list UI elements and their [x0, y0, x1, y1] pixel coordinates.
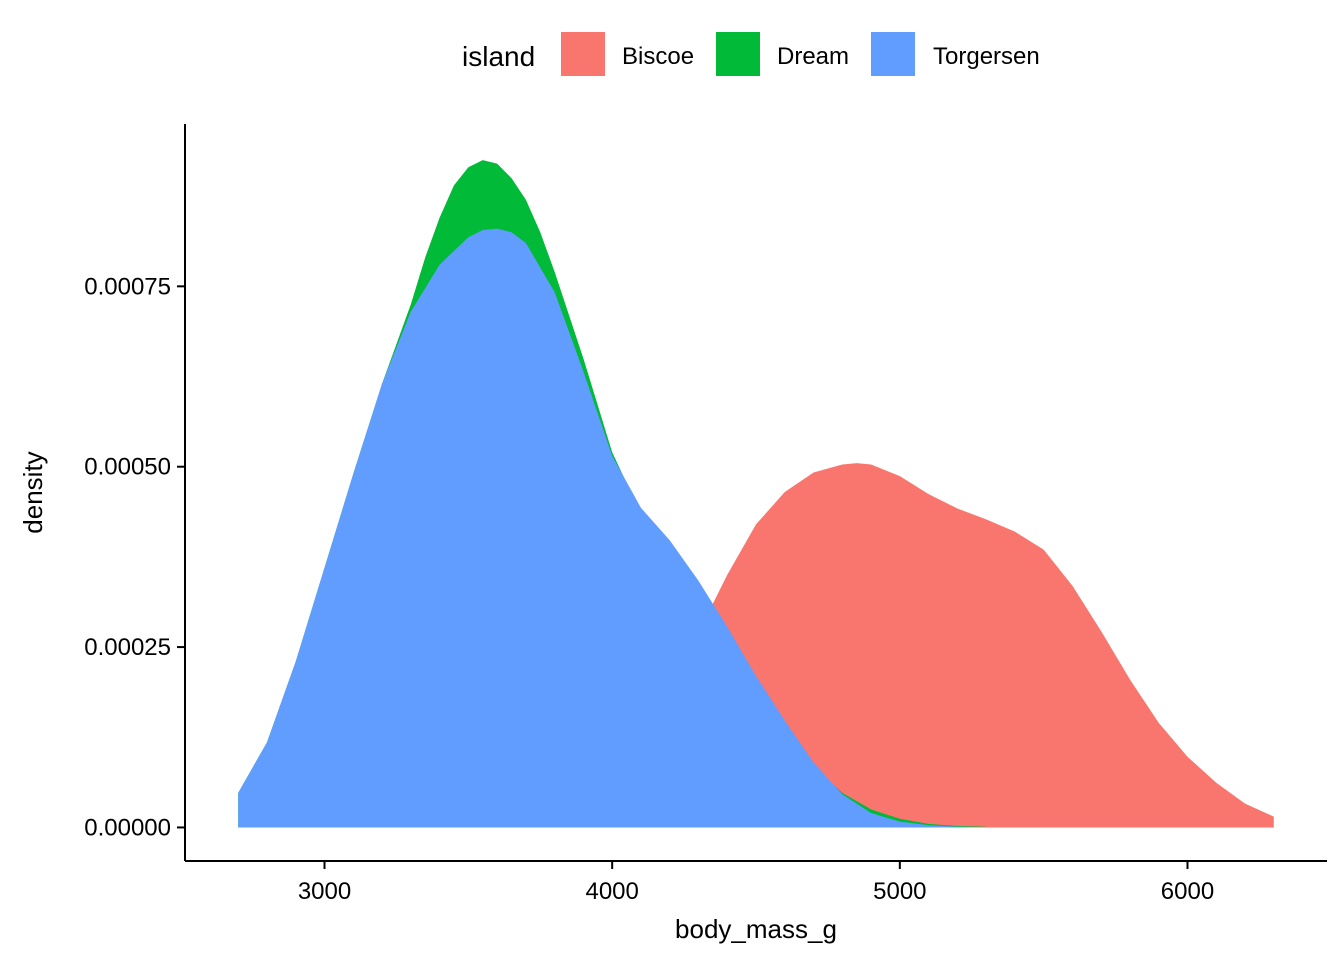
legend-key-torgersen — [871, 32, 915, 76]
legend-key-biscoe — [561, 32, 605, 76]
x-tick-label: 5000 — [873, 878, 926, 905]
legend-key-dream — [716, 32, 760, 76]
y-tick-label: 0.00000 — [84, 814, 171, 841]
x-axis-title: body_mass_g — [675, 914, 837, 944]
legend: island Biscoe Dream Torgersen — [462, 32, 1040, 76]
y-tick-label: 0.00075 — [84, 273, 171, 300]
density-areas — [238, 160, 1274, 828]
y-tick-label: 0.00025 — [84, 634, 171, 661]
y-axis-ticks: 0.00000 0.00025 0.00050 0.00075 — [84, 273, 185, 841]
legend-title: island — [462, 41, 535, 72]
legend-label-biscoe: Biscoe — [622, 43, 694, 70]
y-tick-label: 0.00050 — [84, 454, 171, 481]
legend-label-torgersen: Torgersen — [933, 43, 1040, 70]
x-axis-ticks: 3000 4000 5000 6000 — [298, 861, 1214, 905]
axes: 3000 4000 5000 6000 0.000000.000250.000500.… — [84, 124, 1327, 905]
density-area-biscoe — [238, 463, 1274, 828]
x-tick-label: 4000 — [585, 878, 638, 905]
x-tick-label: 6000 — [1161, 878, 1214, 905]
x-tick-label: 3000 — [298, 878, 351, 905]
legend-label-dream: Dream — [777, 43, 849, 70]
y-axis-title: density — [18, 451, 48, 533]
density-area-torgersen — [238, 228, 1274, 828]
